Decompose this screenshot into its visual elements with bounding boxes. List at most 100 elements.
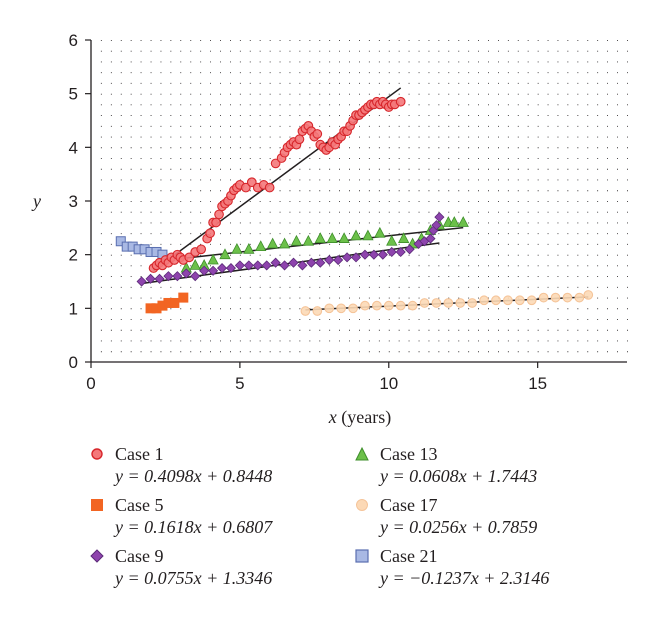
data-point	[189, 259, 201, 270]
x-axis-label: x (years)	[328, 407, 391, 428]
data-point	[306, 257, 317, 268]
data-point	[216, 263, 228, 274]
data-point	[312, 129, 323, 139]
data-point	[336, 303, 346, 314]
data-point	[231, 242, 243, 254]
data-point	[294, 134, 305, 145]
data-point	[297, 260, 308, 271]
data-point	[264, 182, 275, 193]
series-points-3	[136, 212, 445, 287]
data-point	[404, 244, 415, 255]
series-points-5	[300, 290, 594, 316]
data-point	[333, 254, 344, 266]
y-axis-label: y	[31, 191, 41, 211]
data-point	[225, 263, 237, 274]
data-point	[190, 271, 201, 282]
data-point	[425, 233, 436, 244]
y-tick-label: 2	[69, 246, 78, 265]
data-point	[178, 292, 189, 303]
data-point	[443, 298, 454, 308]
data-point	[315, 257, 326, 268]
y-tick-label: 4	[69, 138, 78, 157]
data-point	[278, 237, 291, 249]
data-point	[184, 252, 195, 263]
data-point	[457, 216, 469, 227]
data-point	[290, 234, 303, 246]
axis-labels: x (years) y	[31, 191, 391, 428]
data-point	[434, 212, 445, 223]
data-point	[252, 260, 263, 271]
data-point	[240, 182, 251, 193]
data-point	[279, 260, 290, 271]
data-point	[398, 232, 410, 243]
axes: 0 1 2 3 4 5 6 0 5 10 15	[69, 31, 627, 393]
data-point	[145, 273, 156, 284]
data-point	[348, 303, 358, 314]
data-point	[395, 96, 406, 107]
data-point	[270, 257, 281, 268]
data-point	[514, 295, 525, 306]
data-point	[342, 252, 353, 263]
data-point	[377, 249, 388, 260]
data-point	[419, 298, 430, 308]
data-point	[583, 290, 594, 300]
data-point	[136, 276, 147, 287]
data-point	[208, 265, 219, 276]
data-point	[368, 249, 379, 260]
data-point	[266, 237, 279, 249]
data-point	[550, 292, 561, 303]
data-point	[326, 232, 338, 243]
data-point	[270, 158, 281, 169]
data-point	[526, 295, 537, 306]
data-point	[479, 295, 489, 306]
x-tick-label: 10	[379, 374, 398, 393]
data-point	[386, 246, 397, 258]
x-tick-label: 0	[86, 374, 95, 393]
data-point	[359, 249, 371, 260]
data-point	[448, 216, 460, 227]
data-point	[431, 220, 442, 231]
data-point	[115, 236, 126, 247]
series-points-6	[115, 236, 168, 260]
data-point	[199, 265, 210, 276]
data-point	[338, 232, 350, 243]
data-point	[207, 253, 219, 265]
data-point	[172, 271, 183, 282]
data-point	[314, 232, 326, 243]
data-point	[455, 298, 466, 308]
series-points-2	[145, 292, 189, 314]
data-point	[255, 240, 267, 252]
data-point	[196, 244, 207, 255]
series-points-1	[148, 96, 406, 273]
data-point	[205, 228, 215, 239]
data-point	[261, 260, 272, 271]
y-tick-label: 3	[69, 192, 78, 211]
data-point	[288, 257, 299, 268]
data-point	[243, 260, 254, 271]
data-points	[115, 96, 594, 316]
data-point	[431, 298, 442, 308]
data-point	[360, 300, 370, 311]
data-point	[407, 300, 418, 311]
data-point	[211, 217, 221, 228]
y-tick-label: 1	[69, 299, 78, 318]
data-point	[372, 300, 382, 311]
data-point	[503, 295, 513, 306]
data-point	[491, 295, 501, 306]
data-point	[467, 298, 478, 308]
data-point	[181, 268, 192, 279]
data-point	[234, 260, 245, 271]
data-point	[362, 229, 374, 241]
data-point	[374, 226, 386, 238]
x-tick-label: 5	[235, 374, 244, 393]
data-point	[302, 234, 315, 246]
data-point	[324, 254, 335, 266]
data-point	[383, 300, 394, 311]
data-point	[312, 306, 323, 316]
x-tick-label: 15	[528, 374, 547, 393]
data-point	[350, 229, 362, 241]
data-point	[154, 273, 165, 284]
y-tick-label: 0	[69, 353, 78, 372]
data-point	[324, 303, 335, 314]
